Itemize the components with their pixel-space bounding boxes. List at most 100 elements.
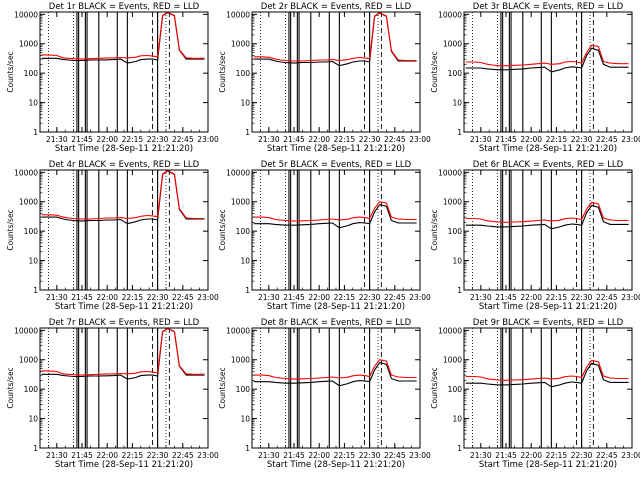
x-tick-label: 22:15 xyxy=(122,451,144,460)
y-axis-label: Counts/sec xyxy=(218,51,227,92)
panel-8: Det 8r BLACK = Events, RED = LLD 1 10 100 10… xyxy=(218,318,431,470)
series-lld-line xyxy=(41,327,205,376)
series-events-line xyxy=(465,47,629,73)
x-tick-label: 22:30 xyxy=(359,135,381,144)
y-tick-label: 10000 xyxy=(14,10,38,19)
x-tick-label: 21:45 xyxy=(283,135,305,144)
y-tick-label: 10 xyxy=(452,415,462,424)
series-lld-line xyxy=(253,201,417,222)
y-tick-label: 10 xyxy=(240,99,250,108)
x-tick-label: 22:45 xyxy=(596,135,618,144)
y-tick-label: 1 xyxy=(245,128,250,137)
y-tick-label: 10 xyxy=(452,257,462,266)
y-tick-label: 100 xyxy=(448,385,463,394)
x-tick-label: 21:30 xyxy=(258,451,280,460)
x-tick-label: 21:45 xyxy=(495,451,517,460)
x-tick-label: 23:00 xyxy=(621,451,640,460)
panel-6: Det 6r BLACK = Events, RED = LLD 1 10 100 10… xyxy=(430,160,640,312)
y-axis-label: Counts/sec xyxy=(218,209,227,250)
x-tick-label: 22:30 xyxy=(571,135,593,144)
y-tick-label: 10000 xyxy=(14,168,38,177)
series-events-line xyxy=(253,203,417,229)
x-axis-label: Start Time (28-Sep-11 21:21:20) xyxy=(479,302,617,312)
x-axis-label: Start Time (28-Sep-11 21:21:20) xyxy=(267,460,405,470)
x-tick-label: 23:00 xyxy=(409,451,431,460)
x-tick-label: 22:30 xyxy=(147,451,169,460)
y-tick-label: 1 xyxy=(457,286,462,295)
x-tick-label: 22:45 xyxy=(384,293,406,302)
x-tick-label: 22:00 xyxy=(308,293,330,302)
y-tick-label: 10000 xyxy=(226,168,250,177)
x-tick-label: 21:30 xyxy=(46,451,68,460)
x-tick-label: 21:30 xyxy=(470,451,492,460)
y-tick-label: 1 xyxy=(33,128,38,137)
x-axis-label: Start Time (28-Sep-11 21:21:20) xyxy=(267,302,405,312)
x-axis-label: Start Time (28-Sep-11 21:21:20) xyxy=(55,302,193,312)
x-tick-label: 22:00 xyxy=(520,135,542,144)
x-tick-label: 22:45 xyxy=(596,293,618,302)
x-tick-label: 21:45 xyxy=(283,451,305,460)
y-tick-label: 100 xyxy=(236,385,251,394)
panel-title: Det 9r BLACK = Events, RED = LLD xyxy=(473,318,624,328)
y-tick-label: 10000 xyxy=(14,326,38,335)
x-tick-label: 22:15 xyxy=(546,135,568,144)
y-tick-label: 1000 xyxy=(19,40,38,49)
y-tick-label: 100 xyxy=(236,69,251,78)
y-tick-label: 100 xyxy=(24,69,39,78)
y-tick-label: 100 xyxy=(236,227,251,236)
y-tick-label: 1000 xyxy=(231,40,250,49)
y-tick-label: 10000 xyxy=(226,326,250,335)
x-tick-label: 23:00 xyxy=(409,293,431,302)
y-tick-label: 10 xyxy=(28,415,38,424)
x-tick-label: 23:00 xyxy=(621,293,640,302)
y-axis-label: Counts/sec xyxy=(430,367,439,408)
x-axis-label: Start Time (28-Sep-11 21:21:20) xyxy=(479,144,617,154)
panel-title: Det 8r BLACK = Events, RED = LLD xyxy=(261,318,412,328)
x-tick-label: 22:30 xyxy=(571,451,593,460)
y-tick-label: 10 xyxy=(452,99,462,108)
y-axis-label: Counts/sec xyxy=(6,51,15,92)
x-tick-label: 22:30 xyxy=(147,135,169,144)
panel-9: Det 9r BLACK = Events, RED = LLD 1 10 100 10… xyxy=(430,318,640,470)
y-tick-label: 10000 xyxy=(438,168,462,177)
x-tick-label: 22:30 xyxy=(359,293,381,302)
series-lld-line xyxy=(41,11,205,60)
x-tick-label: 22:30 xyxy=(147,293,169,302)
y-tick-label: 1000 xyxy=(19,198,38,207)
x-tick-label: 23:00 xyxy=(409,135,431,144)
y-tick-label: 10 xyxy=(28,257,38,266)
x-tick-label: 22:00 xyxy=(96,135,118,144)
panel-title: Det 7r BLACK = Events, RED = LLD xyxy=(49,318,200,328)
y-axis-label: Counts/sec xyxy=(218,367,227,408)
y-tick-label: 100 xyxy=(24,385,39,394)
x-tick-label: 22:15 xyxy=(122,135,144,144)
panel-2: Det 2r BLACK = Events, RED = LLD 1 10 100 10… xyxy=(218,2,431,154)
series-lld-line xyxy=(41,170,205,220)
y-tick-label: 1000 xyxy=(443,356,462,365)
x-tick-label: 22:45 xyxy=(172,135,194,144)
y-tick-label: 1 xyxy=(457,444,462,453)
y-tick-label: 1 xyxy=(245,286,250,295)
panel-title: Det 5r BLACK = Events, RED = LLD xyxy=(261,160,412,170)
y-tick-label: 1000 xyxy=(231,198,250,207)
x-axis-label: Start Time (28-Sep-11 21:21:20) xyxy=(479,460,617,470)
x-axis-label: Start Time (28-Sep-11 21:21:20) xyxy=(55,460,193,470)
panel-title: Det 1r BLACK = Events, RED = LLD xyxy=(49,2,200,12)
series-lld-line xyxy=(465,201,629,223)
x-tick-label: 21:30 xyxy=(258,293,280,302)
y-tick-label: 10 xyxy=(240,257,250,266)
x-tick-label: 21:45 xyxy=(71,451,93,460)
x-tick-label: 22:30 xyxy=(571,293,593,302)
series-events-line xyxy=(465,362,629,388)
series-events-line xyxy=(253,361,417,387)
y-tick-label: 100 xyxy=(448,69,463,78)
series-lld-line xyxy=(253,12,417,62)
x-tick-label: 22:15 xyxy=(334,135,356,144)
y-tick-label: 1 xyxy=(245,444,250,453)
y-tick-label: 100 xyxy=(448,227,463,236)
x-tick-label: 22:45 xyxy=(172,293,194,302)
y-tick-label: 1000 xyxy=(231,356,250,365)
x-tick-label: 22:45 xyxy=(172,451,194,460)
panel-3: Det 3r BLACK = Events, RED = LLD 1 10 100 10… xyxy=(430,2,640,154)
